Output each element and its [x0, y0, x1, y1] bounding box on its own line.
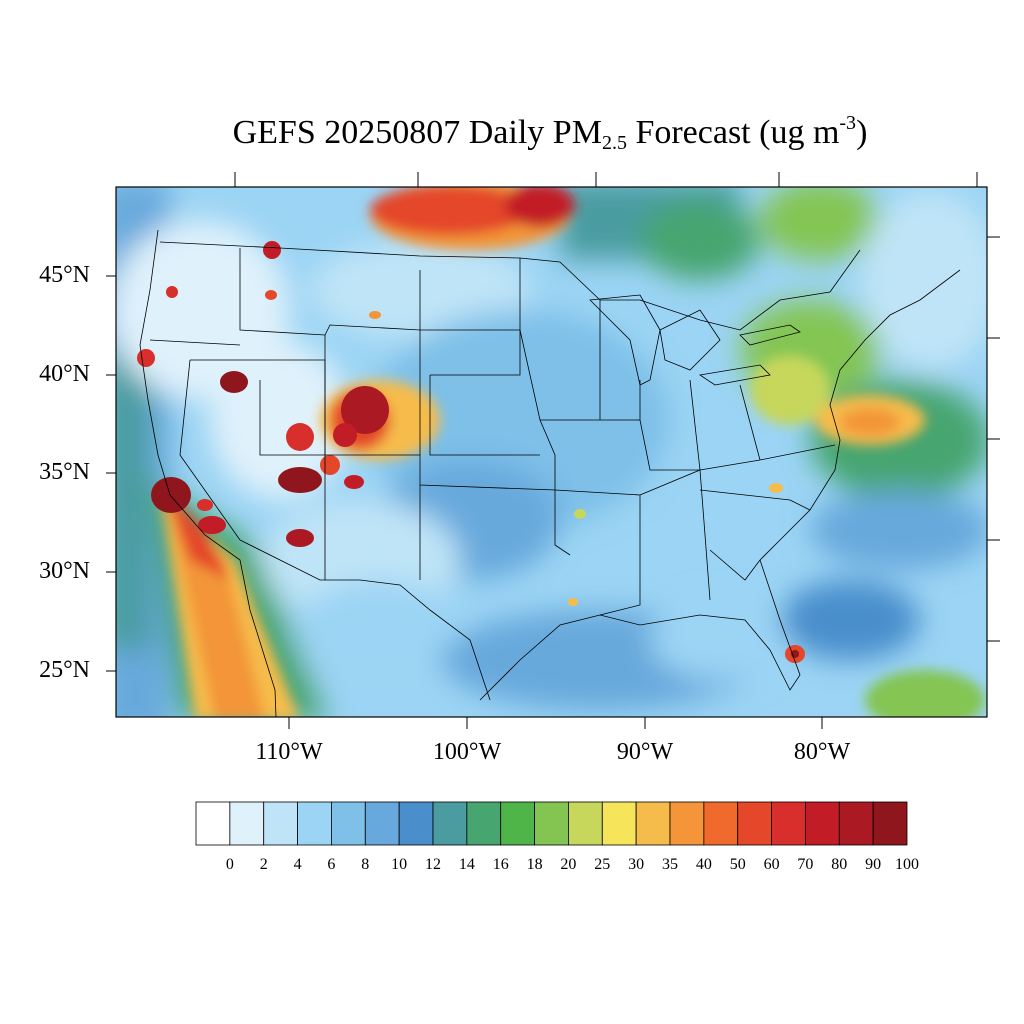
title-suffix: Forecast (ug m — [626, 114, 840, 151]
colorbar-swatch — [601, 801, 637, 846]
colorbar-swatch — [500, 801, 535, 846]
axis-ticks — [106, 172, 1000, 729]
colorbar-swatch — [635, 801, 671, 846]
colorbar-tick-label: 4 — [293, 856, 302, 873]
colorbar-swatch — [534, 801, 569, 846]
lon-label-80w: 80°W — [793, 739, 851, 765]
colorbar-swatch — [229, 801, 265, 846]
colorbar-tick-label: 20 — [560, 856, 577, 873]
chart-title: GEFS 20250807 Daily PM2.5 Forecast (ug m… — [0, 112, 1024, 155]
colorbar-tick-label: 60 — [763, 856, 780, 873]
concentration-field — [116, 187, 987, 717]
lon-label-90w: 90°W — [616, 739, 674, 765]
colorbar-tick-label: 14 — [458, 856, 475, 873]
hotspots — [137, 241, 805, 663]
colorbar-swatch — [195, 801, 231, 846]
colorbar-swatch — [669, 801, 705, 846]
colorbar-tick-label: 12 — [425, 856, 441, 873]
colorbar-tick-label: 40 — [695, 856, 712, 873]
title-superscript: -3 — [839, 112, 857, 134]
colorbar-tick-label: 16 — [492, 856, 509, 873]
lat-label-40: 40°N — [39, 361, 90, 387]
lat-label-25: 25°N — [39, 657, 90, 683]
colorbar-tick-label: 50 — [729, 856, 746, 873]
colorbar-tick-label: 30 — [628, 856, 645, 873]
colorbar-swatch — [364, 801, 400, 846]
boundaries — [139, 229, 961, 718]
lon-label-100w: 100°W — [432, 739, 502, 765]
lat-label-35: 35°N — [39, 459, 90, 485]
colorbar-swatch — [398, 801, 434, 846]
colorbar-tick-label: 6 — [327, 856, 336, 873]
colorbar-swatch — [466, 801, 502, 846]
title-prefix: GEFS 20250807 Daily PM — [232, 114, 602, 151]
colorbar-tick-label: 25 — [594, 856, 611, 873]
colorbar-swatch — [263, 801, 298, 846]
colorbar-tick-label: 80 — [831, 856, 848, 873]
colorbar-swatch — [838, 801, 874, 846]
lat-label-30: 30°N — [39, 558, 90, 584]
lat-label-45: 45°N — [39, 262, 90, 288]
colorbar-tick-label: 10 — [391, 856, 408, 873]
colorbar-swatch — [805, 801, 840, 846]
map-frame — [115, 186, 988, 718]
colorbar-tick-label: 18 — [526, 856, 543, 873]
colorbar-tick-label: 90 — [865, 856, 882, 873]
colorbar-swatch — [737, 801, 772, 846]
colorbar-swatch — [568, 801, 603, 846]
colorbar-swatch — [771, 801, 806, 846]
colorbar-swatch — [297, 801, 332, 846]
title-close: ) — [856, 114, 868, 151]
colorbar-tick-label: 2 — [259, 856, 268, 873]
colorbar-tick-label: 0 — [225, 856, 234, 873]
colorbar-tick-label: 35 — [662, 856, 678, 873]
title-subscript: 2.5 — [601, 132, 627, 154]
colorbar-swatch — [703, 801, 739, 846]
colorbar-swatch — [331, 801, 366, 846]
colorbar-swatch — [432, 801, 468, 846]
colorbar-swatch — [872, 801, 908, 846]
colorbar — [195, 801, 908, 846]
colorbar-tick-label: 8 — [361, 856, 370, 873]
colorbar-tick-label: 70 — [797, 856, 814, 873]
lon-label-110w: 110°W — [255, 739, 323, 765]
colorbar-tick-label: 100 — [895, 856, 919, 873]
